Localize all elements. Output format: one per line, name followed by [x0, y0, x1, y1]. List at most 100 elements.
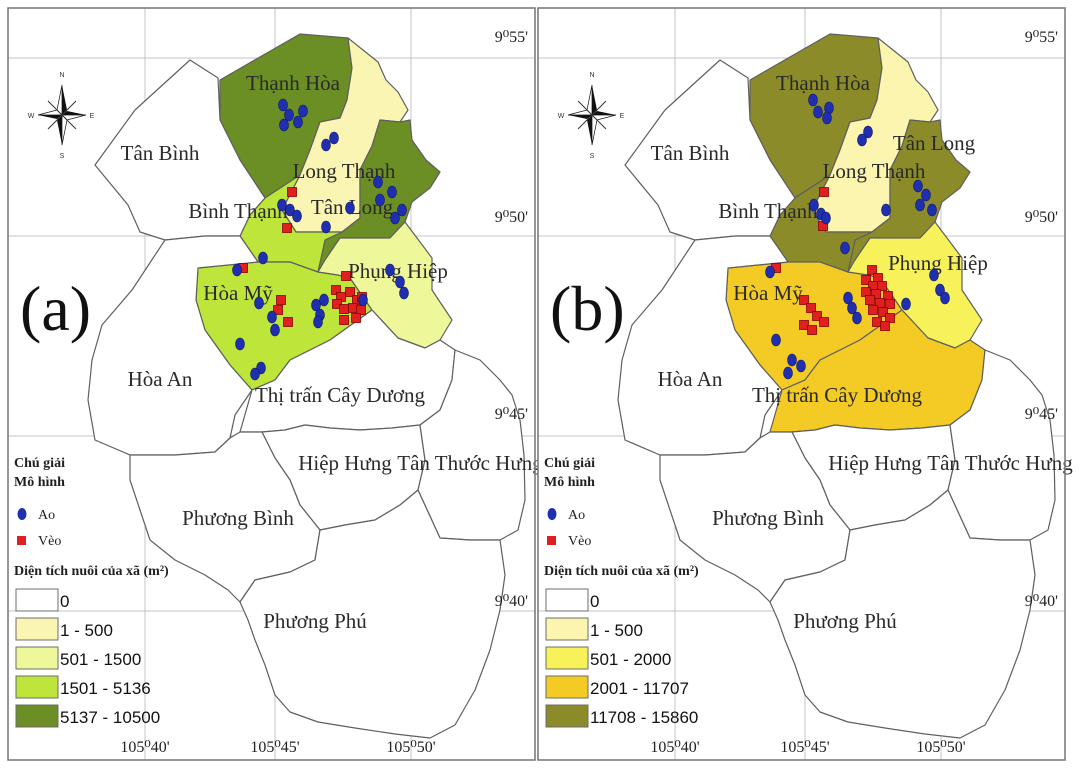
pond-marker [345, 201, 355, 215]
commune-label-hoa-an: Hòa An [658, 367, 723, 391]
pond-marker [285, 203, 295, 217]
pen-marker [332, 299, 342, 309]
pond-marker [232, 263, 242, 277]
legend-range-label: 501 - 2000 [590, 650, 671, 669]
commune-tan-binh [94, 59, 266, 241]
commune-phuong-phu [769, 489, 1036, 739]
pond-marker [277, 198, 287, 212]
commune-label-phuong-binh: Phương Bình [182, 506, 294, 530]
compass-e: E [620, 113, 625, 120]
pen-marker [807, 325, 817, 335]
pond-marker [250, 367, 260, 381]
pond-marker [783, 366, 793, 380]
pond-marker [278, 98, 288, 112]
legend-swatch [15, 646, 59, 670]
legend-swatch [15, 588, 59, 612]
pond-marker [813, 105, 823, 119]
pen-marker [345, 287, 355, 297]
compass-n: N [589, 72, 594, 79]
legend-pen-icon [17, 536, 26, 545]
panel-frame [537, 7, 1066, 761]
legend-range-label: 2001 - 11707 [590, 679, 689, 698]
pond-marker [822, 111, 832, 125]
commune-label-hoa-an: Hòa An [128, 367, 193, 391]
commune-label-hiep-hung: Hiệp Hưng [298, 451, 392, 475]
legend-range-label: 1 - 500 [60, 621, 113, 640]
latitude-label: 9⁰40' [1025, 593, 1058, 610]
legend-range-label: 501 - 1500 [60, 650, 141, 669]
pond-marker [771, 333, 781, 347]
pond-marker [329, 131, 339, 145]
pond-marker [321, 138, 331, 152]
legend-pond-label: Ao [38, 508, 55, 523]
commune-label-thanh-hoa: Thạnh Hòa [776, 71, 871, 95]
commune-label-tan-thuoc-hung: Tân Thước Hưng [927, 451, 1073, 475]
legend-title: Chú giải [14, 456, 65, 471]
commune-label-phung-hiep: Phụng Hiệp [888, 251, 988, 275]
pond-marker [397, 203, 407, 217]
legend-swatch [545, 617, 589, 641]
compass-s: S [60, 153, 65, 160]
commune-label-tan-binh: Tân Bình [121, 141, 200, 165]
legend: Chú giải Mô hình Ao Vèo Diện tích nuôi của x… [14, 456, 169, 728]
commune-tan-binh [624, 59, 796, 241]
pen-marker [351, 313, 361, 323]
pen-marker [331, 285, 341, 295]
pond-marker [901, 297, 911, 311]
commune-label-hoa-my: Hòa Mỹ [733, 281, 803, 305]
pen-marker [819, 317, 829, 327]
pen-marker [341, 271, 351, 281]
pond-marker [796, 359, 806, 373]
pen-marker [880, 321, 890, 331]
pond-marker [387, 185, 397, 199]
pond-marker [881, 203, 891, 217]
pond-marker [863, 125, 873, 139]
pen-marker [799, 320, 809, 330]
latitude-label: 9⁰40' [495, 593, 528, 610]
legend-swatch [15, 675, 59, 699]
legend-pen-label: Vèo [568, 534, 591, 549]
pen-marker [339, 315, 349, 325]
pen-marker [282, 223, 292, 233]
legend-swatch [545, 675, 589, 699]
pond-marker [321, 220, 331, 234]
pond-marker [279, 118, 289, 132]
pond-marker [235, 337, 245, 351]
pen-marker [877, 281, 887, 291]
pond-marker [313, 315, 323, 329]
longitude-label: 105⁰45' [780, 739, 829, 756]
pond-marker [395, 275, 405, 289]
pen-marker [283, 317, 293, 327]
north-arrow-icon: N S E W [558, 72, 625, 160]
commune-label-hiep-hung: Hiệp Hưng [828, 451, 922, 475]
pond-marker [375, 193, 385, 207]
commune-label-phuong-phu: Phương Phú [263, 609, 367, 633]
commune-label-thanh-hoa: Thạnh Hòa [246, 71, 341, 95]
pond-marker [267, 310, 277, 324]
pond-marker [787, 353, 797, 367]
commune-phuong-phu [239, 489, 506, 739]
pond-marker [809, 198, 819, 212]
longitude-label: 105⁰45' [250, 739, 299, 756]
commune-label-thi-tran-cay-duong: Thị trấn Cây Dương [255, 383, 426, 407]
legend-title: Chú giải [544, 456, 595, 471]
pond-marker [765, 265, 775, 279]
pen-marker [865, 295, 875, 305]
pen-marker [276, 295, 286, 305]
commune-label-thi-tran-cay-duong: Thị trấn Cây Dương [752, 383, 923, 407]
legend-pond-icon [547, 508, 557, 520]
legend-pen-label: Vèo [38, 534, 61, 549]
pen-marker [799, 295, 809, 305]
longitude-label: 105⁰50' [386, 739, 435, 756]
compass-e: E [90, 113, 95, 120]
north-arrow-icon: N S E W [28, 72, 95, 160]
latitude-label: 9⁰45' [495, 406, 528, 423]
commune-hoa-an [87, 235, 259, 456]
pen-marker [868, 305, 878, 315]
panel-letter: (b) [550, 273, 625, 344]
legend-model-heading: Mô hình [14, 475, 65, 490]
pen-marker [819, 187, 829, 197]
pond-marker [293, 115, 303, 129]
